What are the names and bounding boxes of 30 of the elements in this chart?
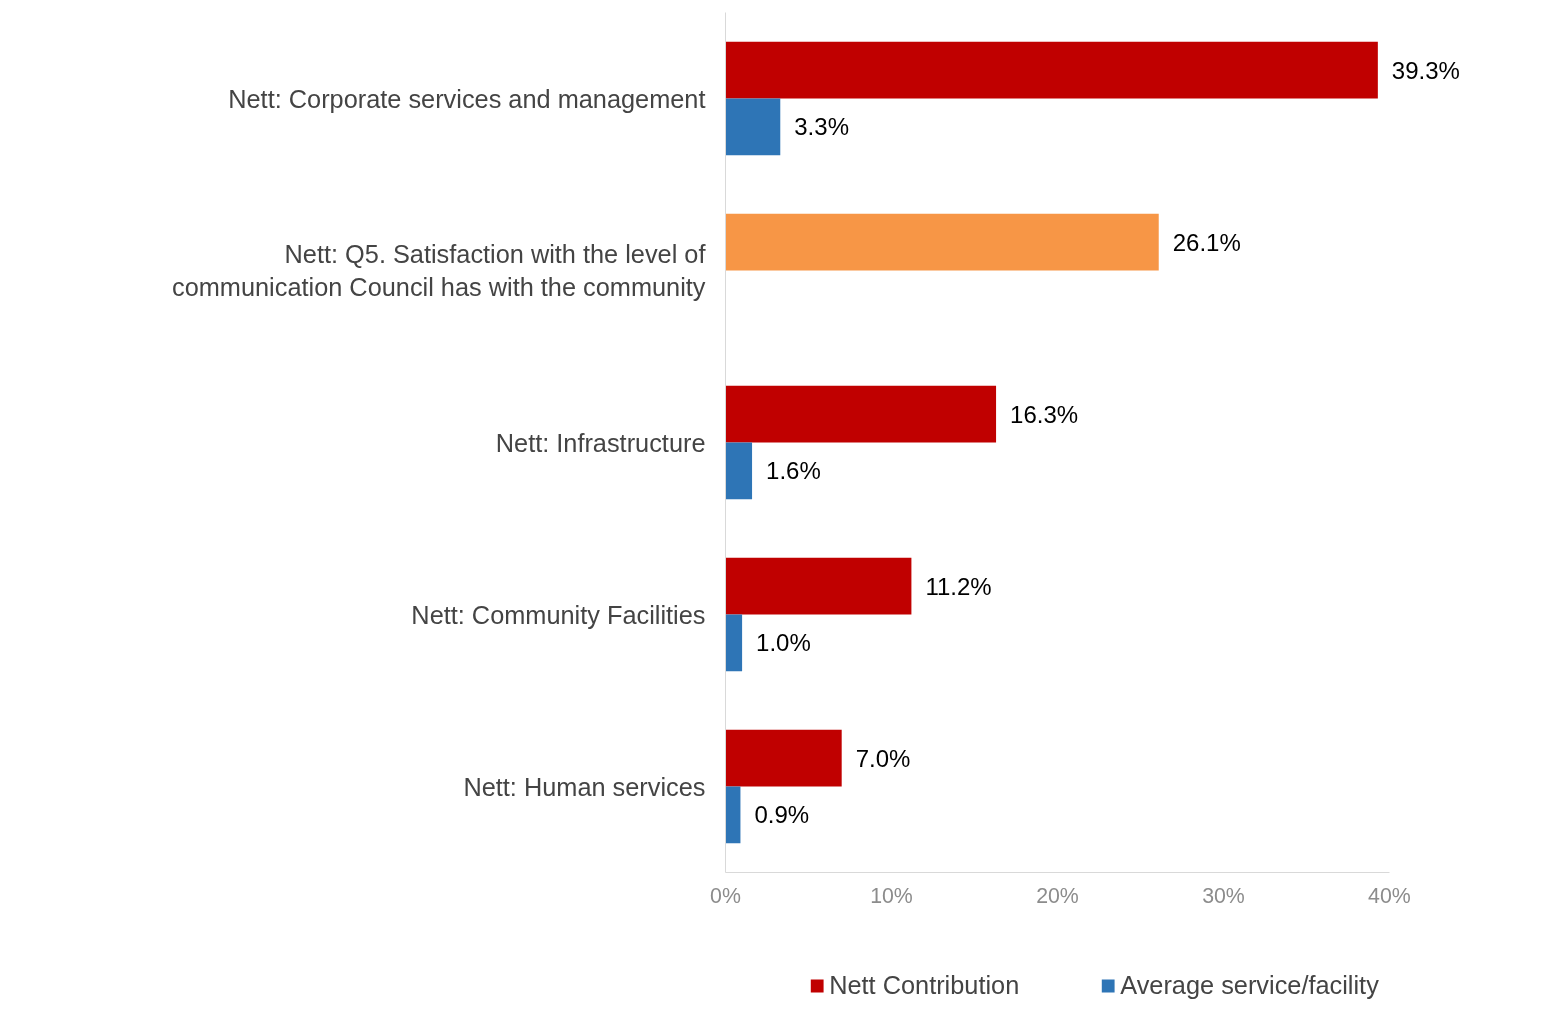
x-tick-label: 20%: [1036, 883, 1079, 908]
bar: [725, 557, 912, 615]
y-tick-label: Nett: Infrastructure: [495, 428, 706, 457]
x-tick-label: 10%: [870, 883, 913, 908]
bar: [725, 213, 1159, 271]
y-tick-label: Nett: Q5. Satisfaction with the level of communication Council has with the community: [171, 239, 707, 302]
data-label: 26.1%: [1172, 228, 1241, 256]
bar: [725, 41, 1378, 99]
data-label: 1.6%: [766, 457, 821, 485]
data-label: 16.3%: [1010, 400, 1079, 428]
bar: [725, 729, 842, 787]
data-label: 0.9%: [754, 801, 810, 829]
legend-label: Average service/facility: [1120, 970, 1379, 1000]
x-tick-label: 40%: [1368, 883, 1411, 908]
data-label: 1.0%: [756, 629, 811, 657]
bar: [725, 98, 781, 156]
data-label: 7.0%: [855, 744, 911, 772]
legend-label: Nett Contribution: [829, 970, 1020, 1000]
bar: [725, 786, 741, 844]
y-tick-label: Nett: Human services: [463, 772, 706, 801]
y-tick-label: Nett: Corporate services and management: [228, 84, 706, 113]
bar: [725, 614, 743, 672]
data-label: 11.2%: [925, 572, 992, 600]
bar: [725, 442, 753, 500]
y-tick-label: Nett: Community Facilities: [411, 600, 706, 629]
x-tick-label: 0%: [710, 883, 741, 908]
data-label: 39.3%: [1391, 56, 1460, 84]
x-tick-label: 30%: [1202, 883, 1245, 908]
bar: [725, 385, 997, 443]
data-label: 3.3%: [794, 113, 849, 141]
